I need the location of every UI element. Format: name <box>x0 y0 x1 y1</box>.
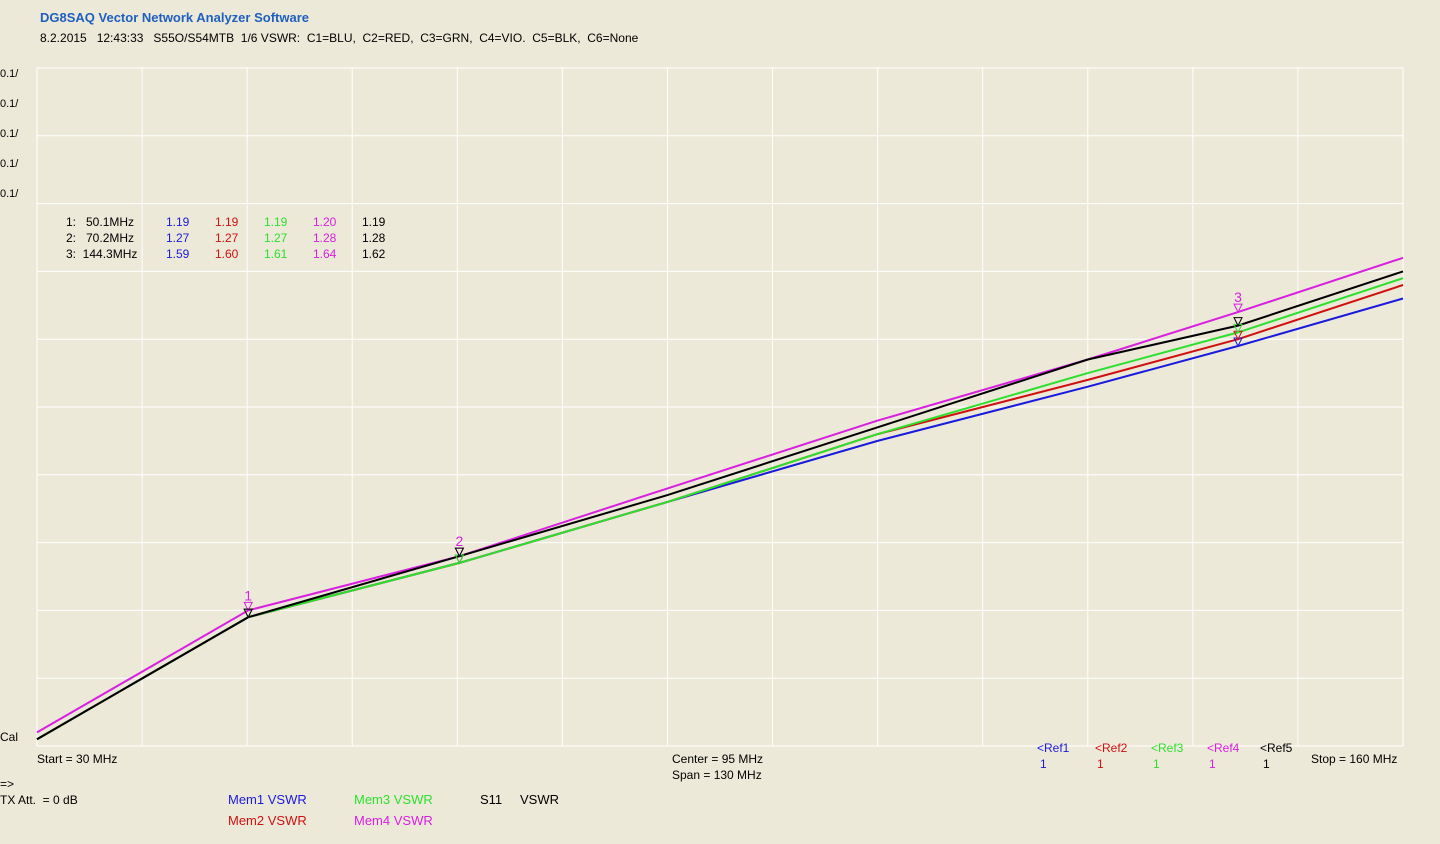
marker-value: 1.19 <box>166 215 190 229</box>
marker-value: 1.27 <box>166 231 190 245</box>
ref2-value: 1 <box>1097 757 1104 771</box>
ref4-label[interactable]: Ref4 <box>1214 741 1240 755</box>
scale-label-c3: 0.1/ <box>0 128 19 140</box>
marker-3-triangle-icon[interactable] <box>1233 330 1243 341</box>
cal-label: Cal <box>0 730 19 744</box>
stop-frequency[interactable]: Stop = 160 MHz <box>1311 752 1398 766</box>
marker-row-label: 1: 50.1MHz <box>66 215 135 229</box>
input-arrow: => <box>0 777 15 791</box>
marker-value: 1.28 <box>362 231 386 245</box>
legend-mem2[interactable]: Mem2 VSWR <box>228 813 307 828</box>
ref2-arrow-icon[interactable]: < <box>1095 741 1103 755</box>
span-frequency[interactable]: Span = 130 MHz <box>672 768 762 782</box>
marker-value: 1.60 <box>215 247 239 261</box>
center-frequency[interactable]: Center = 95 MHz <box>672 752 764 766</box>
ref2-label[interactable]: Ref2 <box>1102 741 1128 755</box>
scale-label-c4: 0.1/ <box>0 158 19 170</box>
ref4-arrow-icon[interactable]: < <box>1207 741 1215 755</box>
marker-value: 1.19 <box>215 215 239 229</box>
ref5-arrow-icon[interactable]: < <box>1260 741 1268 755</box>
ref1-arrow-icon[interactable]: < <box>1037 741 1045 755</box>
ref1-value: 1 <box>1040 757 1047 771</box>
marker-value: 1.19 <box>264 215 288 229</box>
marker-value: 1.19 <box>362 215 386 229</box>
marker-3-triangle-icon[interactable] <box>1233 337 1243 348</box>
scale-label-c5: 0.1/ <box>0 188 19 200</box>
marker-1-triangle-icon[interactable] <box>243 608 254 619</box>
marker-value: 1.27 <box>215 231 239 245</box>
scale-label-c2: 0.1/ <box>0 98 19 110</box>
marker-value: 1.64 <box>313 247 337 261</box>
marker-row-label: 3: 144.3MHz <box>66 247 138 261</box>
trace-c3[interactable] <box>36 277 1404 741</box>
marker-1-triangle-icon[interactable] <box>243 601 254 612</box>
measurement-header: 8.2.2015 12:43:33 S55O/S54MTB 1/6 VSWR: … <box>40 31 639 45</box>
marker-2-triangle-icon[interactable] <box>454 554 465 565</box>
marker-2-label[interactable]: 2 <box>456 533 464 549</box>
marker-value: 1.59 <box>166 247 190 261</box>
ref5-label[interactable]: Ref5 <box>1267 741 1293 755</box>
scale-label-c1: 0.1/ <box>0 68 19 80</box>
tx-attenuation[interactable]: TX Att. = 0 dB <box>0 793 78 807</box>
marker-value: 1.27 <box>264 231 288 245</box>
marker-value: 1.61 <box>264 247 288 261</box>
ref3-value: 1 <box>1153 757 1160 771</box>
trace-c5[interactable] <box>36 270 1404 741</box>
marker-3-triangle-icon[interactable] <box>1233 323 1243 334</box>
marker-2-triangle-icon[interactable] <box>454 547 465 558</box>
legend-s11-format[interactable]: VSWR <box>520 792 559 807</box>
legend-s11[interactable]: S11 <box>480 792 503 807</box>
legend-mem1[interactable]: Mem1 VSWR <box>228 792 307 807</box>
marker-row-label: 2: 70.2MHz <box>66 231 135 245</box>
marker-1-label[interactable]: 1 <box>244 587 252 603</box>
legend-mem3[interactable]: Mem3 VSWR <box>354 792 433 807</box>
ref5-value: 1 <box>1263 757 1270 771</box>
legend-mem4[interactable]: Mem4 VSWR <box>354 813 433 828</box>
marker-3-label[interactable]: 3 <box>1234 289 1242 305</box>
app-title: DG8SAQ Vector Network Analyzer Software <box>40 10 309 25</box>
trace-c4[interactable] <box>36 256 1404 734</box>
start-frequency[interactable]: Start = 30 MHz <box>37 752 118 766</box>
marker-3-triangle-icon[interactable] <box>1233 317 1243 327</box>
marker-3-triangle-icon[interactable] <box>1233 303 1243 314</box>
ref3-arrow-icon[interactable]: < <box>1151 741 1159 755</box>
ref1-label[interactable]: Ref1 <box>1044 741 1070 755</box>
marker-value: 1.62 <box>362 247 386 261</box>
ref3-label[interactable]: Ref3 <box>1158 741 1184 755</box>
marker-value: 1.28 <box>313 231 337 245</box>
ref4-value: 1 <box>1209 757 1216 771</box>
marker-value: 1.20 <box>313 215 337 229</box>
